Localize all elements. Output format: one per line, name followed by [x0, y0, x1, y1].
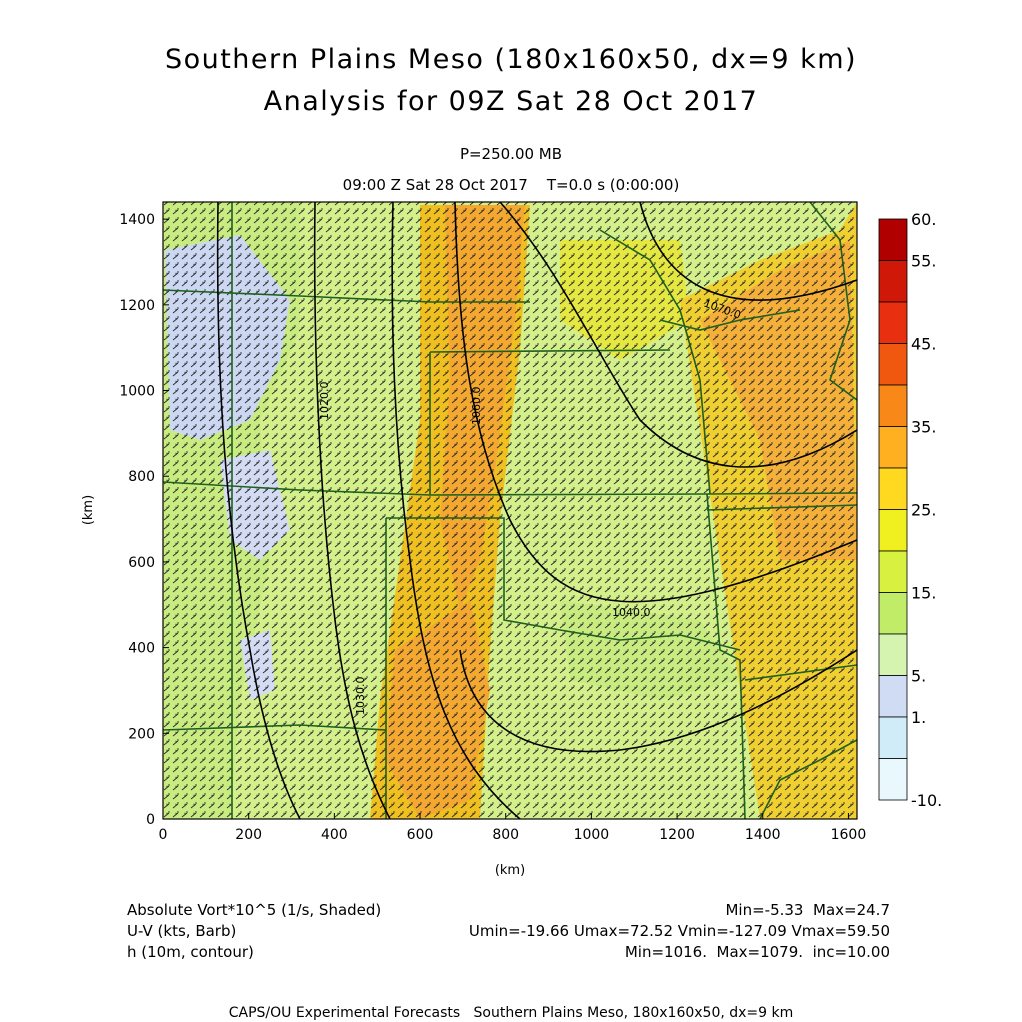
- state-boundaries: [163, 202, 857, 819]
- wind-label: U-V (kts, Barb): [127, 922, 237, 940]
- y-tick-label: 1000: [119, 384, 155, 400]
- valid-time: 09:00 Z Sat 28 Oct 2017 T=0.0 s (0:00:00…: [342, 176, 680, 194]
- vorticity-label: Absolute Vort*10^5 (1/s, Shaded): [127, 901, 382, 919]
- x-tick-label: 1000: [574, 827, 610, 843]
- x-axis: 0 200 400 600 800 1000 1200 1400 1600: [159, 813, 867, 843]
- colorbar-swatch: [878, 633, 908, 676]
- height-contours: [216, 202, 857, 819]
- y-axis: 0 200 400 600 800 1000 1200 1400: [119, 212, 169, 828]
- x-axis-label: (km): [495, 863, 525, 878]
- colorbar-labels: 60. 55. 45. 35. 25. 15. 5. 1. -10.: [911, 210, 942, 810]
- x-tick-label: 200: [235, 827, 262, 843]
- colorbar-swatch: [878, 509, 908, 552]
- wind-stats: Umin=-19.66 Umax=72.52 Vmin=-127.09 Vmax…: [468, 922, 890, 940]
- colorbar-label: 15.: [911, 584, 936, 603]
- colorbar-swatch: [878, 550, 908, 593]
- title-line-2: Analysis for 09Z Sat 28 Oct 2017: [263, 86, 759, 117]
- colorbar-swatch: [878, 675, 908, 718]
- colorbar-label: 45.: [911, 335, 936, 354]
- x-tick-label: 1400: [745, 827, 781, 843]
- colorbar-label: 60.: [911, 210, 936, 229]
- pressure-level: P=250.00 MB: [459, 145, 563, 163]
- vorticity-stats: Min=-5.33 Max=24.7: [725, 901, 890, 919]
- colorbar-label: 55.: [911, 252, 936, 271]
- contour-label: 1030.0: [354, 677, 367, 716]
- colorbar-swatch: [878, 260, 908, 303]
- colorbar-label: 35.: [911, 418, 936, 437]
- colorbar-swatch: [878, 716, 908, 759]
- y-tick-label: 600: [128, 555, 155, 571]
- y-tick-label: 800: [128, 469, 155, 485]
- colorbar-label: 25.: [911, 501, 936, 520]
- y-tick-label: 1200: [119, 298, 155, 314]
- height-stats: Min=1016. Max=1079. inc=10.00: [624, 943, 890, 961]
- credit-line: CAPS/OU Experimental Forecasts Southern …: [228, 1005, 794, 1021]
- colorbar-label: 5.: [911, 667, 926, 686]
- colorbar-label: -10.: [911, 791, 942, 810]
- x-tick-label: 600: [407, 827, 434, 843]
- x-tick-label: 400: [321, 827, 348, 843]
- colorbar-swatch: [878, 301, 908, 344]
- colorbar-swatch: [878, 218, 908, 261]
- x-tick-label: 1600: [831, 827, 867, 843]
- colorbar-swatch: [878, 592, 908, 635]
- x-tick-label: 0: [159, 827, 168, 843]
- title-line-1: Southern Plains Meso (180x160x50, dx=9 k…: [164, 44, 858, 75]
- height-label: h (10m, contour): [127, 943, 254, 961]
- y-tick-label: 400: [128, 641, 155, 657]
- x-tick-label: 800: [492, 827, 519, 843]
- colorbar-swatch: [878, 467, 908, 510]
- colorbar-swatch: [878, 343, 908, 386]
- plot-frame: [162, 201, 858, 820]
- colorbar: [878, 218, 908, 801]
- y-tick-label: 0: [146, 812, 155, 828]
- contour-label: 1060.0: [470, 387, 483, 426]
- y-axis-label: (km): [81, 495, 96, 525]
- colorbar-swatch: [878, 426, 908, 469]
- contour-label: 1040.0: [612, 606, 651, 619]
- y-tick-label: 200: [128, 726, 155, 742]
- contour-label: 1020.0: [318, 382, 331, 421]
- colorbar-label: 1.: [911, 708, 926, 727]
- colorbar-swatch: [878, 384, 908, 427]
- x-tick-label: 1200: [659, 827, 695, 843]
- y-tick-label: 1400: [119, 212, 155, 228]
- colorbar-swatch: [878, 758, 908, 801]
